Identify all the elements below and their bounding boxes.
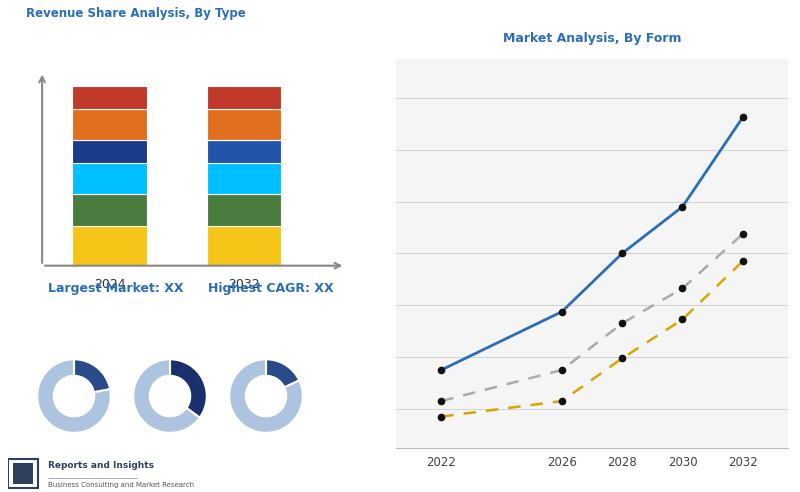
Bar xyxy=(73,109,146,140)
Wedge shape xyxy=(134,359,200,433)
Bar xyxy=(73,226,146,266)
Bar xyxy=(73,163,146,194)
Wedge shape xyxy=(170,359,206,418)
Text: Highest CAGR: XX: Highest CAGR: XX xyxy=(208,281,334,295)
Text: GLOBAL GADOLINIUM MARKET SEGMENT ANALYSIS: GLOBAL GADOLINIUM MARKET SEGMENT ANALYSI… xyxy=(14,19,435,34)
Bar xyxy=(207,163,282,194)
Text: Market Analysis, By Form: Market Analysis, By Form xyxy=(502,32,682,45)
Wedge shape xyxy=(38,359,110,433)
Text: 2024: 2024 xyxy=(94,278,126,291)
Wedge shape xyxy=(230,359,302,433)
Bar xyxy=(8,459,38,488)
Bar xyxy=(207,226,282,266)
Text: Reports and Insights: Reports and Insights xyxy=(47,461,154,470)
Bar xyxy=(73,140,146,163)
Bar xyxy=(73,194,146,226)
Text: 2032: 2032 xyxy=(228,278,260,291)
Bar xyxy=(207,86,282,109)
Bar xyxy=(73,86,146,109)
Bar xyxy=(207,194,282,226)
Wedge shape xyxy=(266,359,299,387)
Bar xyxy=(207,109,282,140)
Bar xyxy=(207,140,282,163)
Text: ────────────────────────────: ──────────────────────────── xyxy=(47,477,138,482)
Text: Largest Market: XX: Largest Market: XX xyxy=(48,281,183,295)
Bar xyxy=(13,463,34,484)
Text: Business Consulting and Market Research: Business Consulting and Market Research xyxy=(47,482,194,489)
Text: Revenue Share Analysis, By Type: Revenue Share Analysis, By Type xyxy=(26,7,246,20)
Wedge shape xyxy=(74,359,110,392)
